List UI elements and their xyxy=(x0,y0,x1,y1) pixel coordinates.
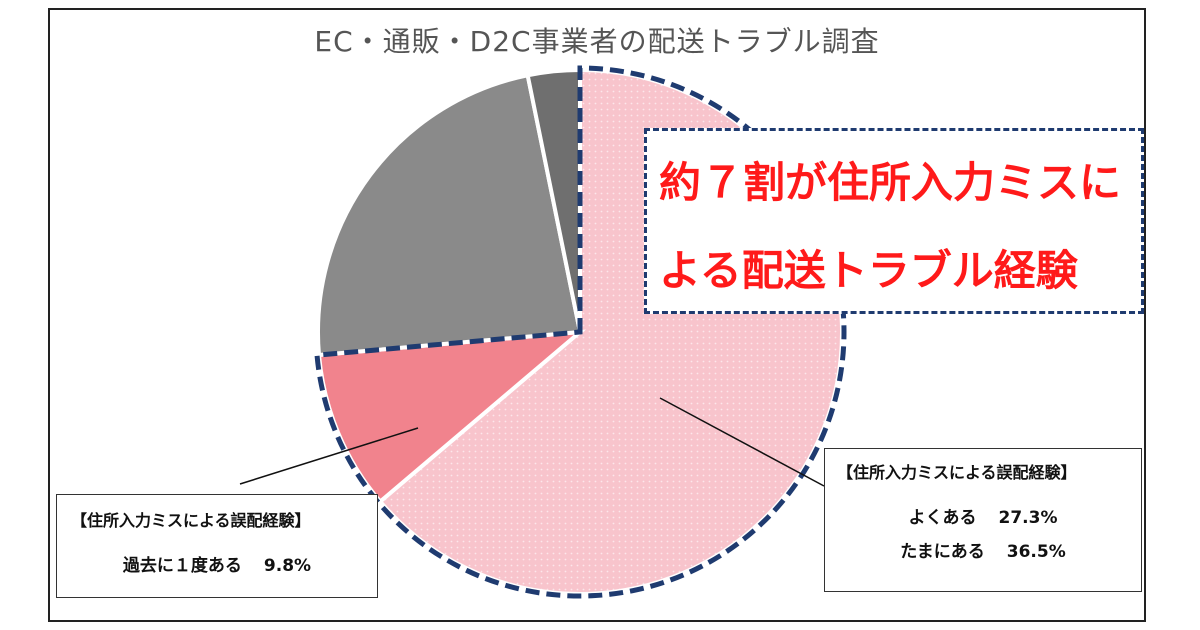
label-heading: 【住所入力ミスによる誤配経験】 xyxy=(71,511,311,530)
label-value: 9.8% xyxy=(263,556,312,576)
pie-slice-never xyxy=(316,72,583,358)
label-box-frequent: 【住所入力ミスによる誤配経験】 よくある 27.3% たまにある 36.5% xyxy=(824,448,1142,592)
label-value: 27.3% xyxy=(998,508,1058,528)
callout-line-1: 約７割が住所入力ミスに xyxy=(659,158,1122,207)
label-value: 36.5% xyxy=(1006,542,1066,562)
label-row-sometimes: たまにある 36.5% xyxy=(837,535,1129,569)
leader-line-left xyxy=(239,427,419,485)
callout-line-2: よる配送トラブル経験 xyxy=(659,246,1078,295)
label-text: よくある xyxy=(908,508,977,528)
leader-line-right xyxy=(659,397,825,487)
chart-title: EC・通販・D2C事業者の配送トラブル調査 xyxy=(314,25,880,58)
label-row-often: よくある 27.3% xyxy=(837,501,1129,535)
label-heading: 【住所入力ミスによる誤配経験】 xyxy=(837,463,1077,482)
label-box-once: 【住所入力ミスによる誤配経験】 過去に１度ある 9.8% xyxy=(56,494,378,598)
label-text: 過去に１度ある xyxy=(122,556,242,576)
label-row-once: 過去に１度ある 9.8% xyxy=(71,549,363,583)
label-text: たまにある xyxy=(900,542,985,562)
highlight-callout: 約７割が住所入力ミスに よる配送トラブル経験 xyxy=(644,128,1144,314)
